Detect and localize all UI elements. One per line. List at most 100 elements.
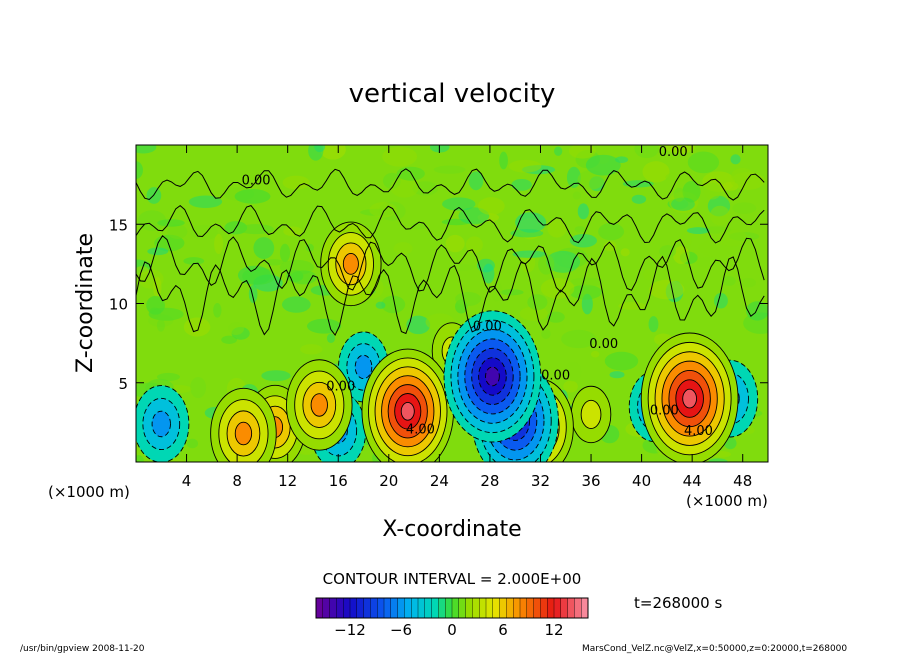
field-texture xyxy=(572,191,582,200)
field-texture xyxy=(574,226,586,233)
colorbar-cell xyxy=(438,597,446,619)
field-texture xyxy=(186,438,199,449)
field-texture xyxy=(442,197,476,211)
zero-contour xyxy=(136,235,765,293)
field-texture xyxy=(190,224,218,241)
colorbar-cell xyxy=(581,597,589,619)
field-texture xyxy=(603,240,617,252)
field-texture xyxy=(445,234,465,253)
field-texture xyxy=(730,154,741,165)
colorbar-cell xyxy=(445,597,453,619)
field-texture xyxy=(708,458,728,462)
colorbar-frame xyxy=(315,597,589,619)
field-texture xyxy=(665,172,689,183)
colorbar-cell xyxy=(553,597,562,619)
field-texture xyxy=(183,257,205,265)
field-texture xyxy=(468,171,484,191)
field-texture xyxy=(510,228,544,238)
colorbar-cell xyxy=(336,597,344,619)
field-texture xyxy=(554,146,563,156)
x-axis: 4 8 12 16 20 24 28 32 36 40 44 48 xyxy=(182,145,752,490)
field-texture xyxy=(410,222,427,230)
field-texture xyxy=(604,351,639,371)
field-texture xyxy=(609,371,625,379)
field-texture xyxy=(477,197,505,216)
colorbar-cell xyxy=(458,597,467,619)
field-texture xyxy=(561,329,597,349)
field-texture xyxy=(547,311,565,323)
contour-label: 0.00 xyxy=(541,369,570,384)
field-texture xyxy=(703,182,722,200)
field-texture xyxy=(722,276,736,286)
x-axis-label: X-coordinate xyxy=(382,517,521,542)
zero-contour xyxy=(136,204,765,244)
field-texture xyxy=(564,361,582,382)
field-feature xyxy=(354,354,373,380)
field-texture xyxy=(491,281,503,302)
field-texture xyxy=(369,202,397,218)
field-texture xyxy=(289,270,317,285)
field-texture xyxy=(308,145,324,161)
field-texture xyxy=(512,250,547,258)
field-texture xyxy=(390,177,419,198)
y-tick-label: 5 xyxy=(118,375,128,393)
contour-label: 0.00 xyxy=(242,174,271,189)
field-texture xyxy=(279,243,291,263)
field-texture xyxy=(234,189,271,204)
field-texture xyxy=(732,202,757,214)
colorbar-cell xyxy=(322,597,331,619)
colorbar-cell xyxy=(370,597,378,619)
field-texture xyxy=(412,181,439,196)
field-texture xyxy=(300,344,323,355)
colorbar-cell xyxy=(499,597,507,619)
field-texture xyxy=(538,254,555,275)
colorbar-cell xyxy=(383,597,392,619)
field-texture xyxy=(508,159,542,173)
contour-label: 0.00 xyxy=(473,319,502,334)
field-texture xyxy=(709,205,731,226)
field-feature xyxy=(151,410,171,438)
field-texture xyxy=(577,203,589,220)
field-texture xyxy=(499,289,524,296)
colorbar-cell xyxy=(315,597,324,619)
colorbar-tick-label: 12 xyxy=(544,621,563,639)
field-texture xyxy=(213,302,222,318)
colorbar-cell xyxy=(431,597,439,619)
field-texture xyxy=(393,242,413,255)
colorbar-cell xyxy=(547,597,555,619)
time-label: t=268000 s xyxy=(634,594,722,612)
x-tick-label: 20 xyxy=(379,472,398,490)
field-texture xyxy=(136,145,157,154)
field-texture xyxy=(585,154,621,176)
field-texture xyxy=(563,380,578,393)
field-texture xyxy=(577,170,605,190)
colorbar-cell xyxy=(349,597,358,619)
field-texture xyxy=(465,236,483,254)
field-texture xyxy=(282,175,310,190)
field-texture xyxy=(136,161,143,179)
contour-label: 0.00 xyxy=(326,380,355,395)
x-unit-left: (×1000 m) xyxy=(48,483,130,501)
field-texture xyxy=(381,295,406,314)
field-texture xyxy=(228,322,245,336)
field-texture xyxy=(137,210,167,231)
field-texture xyxy=(731,167,754,184)
colorbar-cell xyxy=(492,597,501,619)
field-texture xyxy=(136,455,144,462)
field-texture xyxy=(643,268,655,281)
colorbar-cell xyxy=(506,597,514,619)
field-texture xyxy=(482,263,495,284)
chart-title: vertical velocity xyxy=(349,79,556,109)
x-unit-right: (×1000 m) xyxy=(686,492,768,510)
field-texture xyxy=(680,231,692,248)
colorbar-cell xyxy=(363,597,371,619)
field-texture xyxy=(598,222,625,241)
field-texture xyxy=(740,278,756,288)
colorbar-tick-label: −6 xyxy=(390,621,412,639)
field-texture xyxy=(382,146,418,167)
colorbar-cell xyxy=(329,597,337,619)
field-texture xyxy=(214,233,224,255)
field-texture xyxy=(634,145,659,159)
zero-contour xyxy=(136,168,765,201)
colorbar-cell xyxy=(485,597,494,619)
